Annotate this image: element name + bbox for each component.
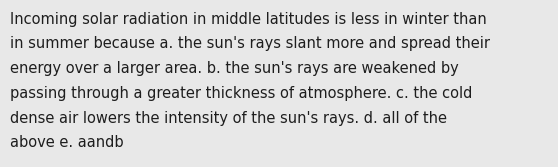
Text: dense air lowers the intensity of the sun's rays. d. all of the: dense air lowers the intensity of the su…	[10, 111, 447, 126]
Text: above e. aandb: above e. aandb	[10, 135, 124, 150]
Text: Incoming solar radiation in middle latitudes is less in winter than: Incoming solar radiation in middle latit…	[10, 12, 487, 27]
Text: passing through a greater thickness of atmosphere. c. the cold: passing through a greater thickness of a…	[10, 86, 473, 101]
Text: in summer because a. the sun's rays slant more and spread their: in summer because a. the sun's rays slan…	[10, 36, 490, 51]
Text: energy over a larger area. b. the sun's rays are weakened by: energy over a larger area. b. the sun's …	[10, 61, 459, 76]
